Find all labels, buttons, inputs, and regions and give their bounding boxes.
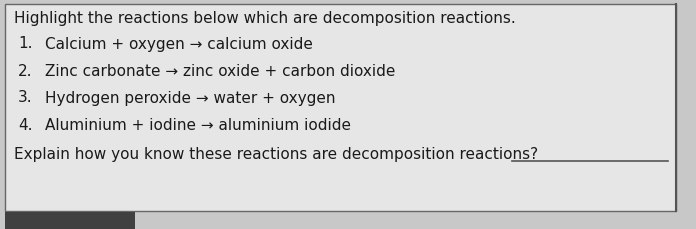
- Text: Hydrogen peroxide → water + oxygen: Hydrogen peroxide → water + oxygen: [45, 90, 335, 106]
- Text: 4.: 4.: [18, 117, 33, 133]
- FancyBboxPatch shape: [5, 212, 135, 229]
- Text: Zinc carbonate → zinc oxide + carbon dioxide: Zinc carbonate → zinc oxide + carbon dio…: [45, 63, 395, 79]
- Text: Aluminium + iodine → aluminium iodide: Aluminium + iodine → aluminium iodide: [45, 117, 351, 133]
- Text: 3.: 3.: [18, 90, 33, 106]
- Text: 1.: 1.: [18, 36, 33, 52]
- Text: Highlight the reactions below which are decomposition reactions.: Highlight the reactions below which are …: [14, 11, 516, 27]
- Text: 2.: 2.: [18, 63, 33, 79]
- Text: Explain how you know these reactions are decomposition reactions?: Explain how you know these reactions are…: [14, 147, 538, 163]
- Text: Calcium + oxygen → calcium oxide: Calcium + oxygen → calcium oxide: [45, 36, 313, 52]
- FancyBboxPatch shape: [5, 4, 676, 211]
